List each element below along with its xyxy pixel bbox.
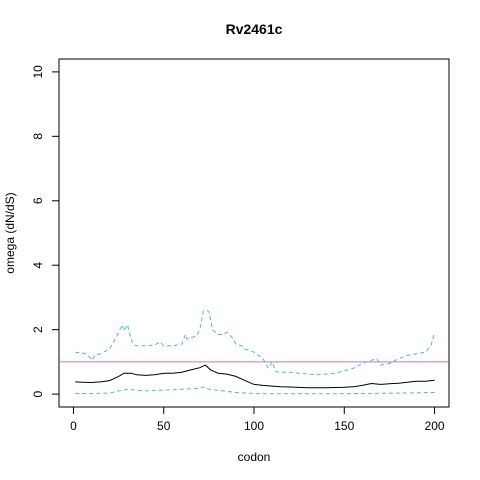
x-tick-label: 50 xyxy=(157,419,171,433)
chart-title: Rv2461c xyxy=(226,21,283,37)
y-axis-label: omega (dN/dS) xyxy=(3,192,17,273)
y-tick-label: 0 xyxy=(31,390,45,397)
y-tick-label: 10 xyxy=(31,65,45,79)
x-axis: 0 50 100 150 200 xyxy=(70,406,445,433)
x-tick-label: 100 xyxy=(244,419,264,433)
series-line-estimate xyxy=(75,364,435,389)
series-line-upper-bound xyxy=(75,309,436,376)
y-tick-label: 6 xyxy=(31,197,45,204)
y-tick-label: 8 xyxy=(31,133,45,140)
y-axis: 0 2 4 6 8 10 xyxy=(31,65,60,397)
x-tick-label: 150 xyxy=(334,419,354,433)
y-tick-label: 2 xyxy=(31,326,45,333)
x-tick-label: 0 xyxy=(70,419,77,433)
plot-frame xyxy=(58,58,450,408)
y-tick-label: 4 xyxy=(31,262,45,269)
x-tick-label: 200 xyxy=(425,419,445,433)
x-axis-label: codon xyxy=(238,450,271,464)
series-layer xyxy=(75,309,436,395)
series-line-lower-bound xyxy=(75,386,435,395)
